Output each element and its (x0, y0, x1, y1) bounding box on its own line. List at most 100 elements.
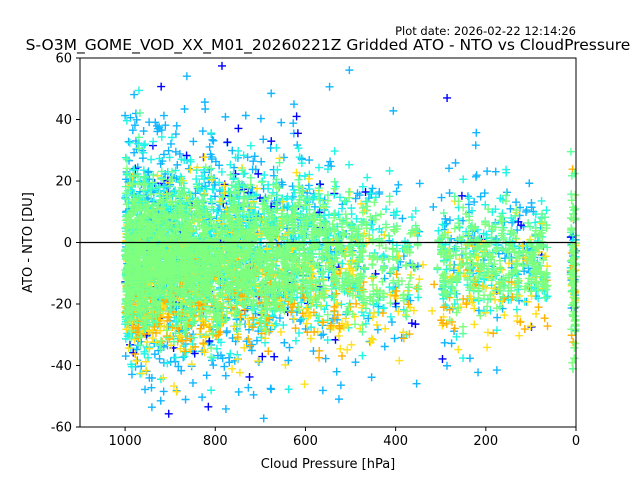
scatter-point (392, 270, 401, 279)
scatter-point (450, 299, 459, 308)
scatter-point (346, 266, 355, 275)
scatter-point (134, 86, 143, 95)
scatter-point (159, 373, 168, 382)
scatter-point (225, 358, 234, 367)
scatter-point (285, 343, 294, 352)
scatter-point (399, 334, 408, 343)
scatter-point (134, 139, 143, 148)
scatter-point (331, 335, 340, 344)
scatter-point (239, 170, 248, 178)
scatter-point (207, 129, 216, 138)
scatter-point (332, 367, 341, 376)
scatter-point (520, 267, 529, 276)
scatter-point (233, 355, 242, 364)
scatter-point (455, 223, 464, 232)
scatter-point (246, 141, 255, 150)
scatter-point (390, 334, 399, 343)
scatter-point (251, 165, 260, 174)
scatter-point (345, 66, 354, 75)
scatter-point (129, 348, 138, 357)
scatter-point (213, 221, 222, 230)
scatter-point (428, 306, 437, 315)
scatter-point (361, 319, 370, 328)
scatter-point (257, 322, 266, 331)
scatter-point (442, 219, 451, 228)
scatter-point (507, 214, 516, 223)
scatter-point (389, 208, 398, 217)
scatter-point (157, 132, 166, 141)
scatter-point (293, 293, 302, 302)
scatter-point (135, 108, 144, 117)
scatter-point (492, 366, 501, 375)
scatter-point (182, 151, 191, 160)
scatter-point (414, 293, 423, 302)
scatter-point (127, 370, 136, 379)
scatter-point (476, 192, 485, 201)
scatter-point (201, 332, 210, 341)
scatter-point (167, 133, 176, 142)
scatter-point (295, 153, 304, 162)
scatter-point (316, 180, 325, 189)
scatter-point (207, 152, 216, 161)
scatter-point (379, 251, 388, 260)
scatter-point (141, 140, 150, 149)
scatter-point (125, 138, 134, 147)
scatter-point (445, 164, 454, 173)
scatter-point (403, 286, 412, 295)
scatter-point (243, 314, 252, 323)
scatter-point (245, 372, 254, 381)
scatter-point (216, 197, 225, 206)
scatter-point (121, 111, 130, 120)
scatter-point (277, 118, 286, 127)
scatter-point (526, 287, 535, 296)
scatter-point (221, 404, 230, 413)
scatter-point (121, 352, 130, 361)
scatter-point (395, 356, 404, 365)
scatter-point (407, 319, 416, 328)
scatter-point (228, 364, 237, 373)
scatter-point (401, 310, 410, 319)
scatter-point (278, 180, 287, 189)
scatter-point (136, 341, 145, 350)
scatter-point (155, 354, 164, 363)
scatter-point (451, 242, 460, 251)
scatter-point (254, 169, 263, 178)
scatter-point (337, 264, 346, 273)
scatter-point (325, 82, 334, 91)
scatter-point (459, 329, 468, 338)
scatter-point (520, 325, 529, 334)
scatter-point (323, 165, 332, 174)
scatter-point (261, 334, 270, 343)
scatter-point (284, 228, 293, 237)
scatter-point (207, 353, 216, 362)
scatter-point (450, 192, 459, 201)
scatter-point (222, 315, 231, 324)
scatter-point (493, 313, 502, 322)
scatter-point (318, 386, 327, 395)
scatter-point (173, 160, 182, 169)
scatter-point (479, 255, 488, 264)
scatter-point (516, 318, 525, 327)
scatter-point (303, 303, 312, 312)
scatter-point (149, 137, 158, 146)
scatter-point (272, 143, 281, 152)
scatter-point (175, 149, 184, 158)
scatter-point (172, 387, 181, 396)
scatter-point (189, 333, 198, 342)
scatter-point (505, 254, 514, 263)
scatter-point (284, 202, 293, 211)
scatter-point (467, 206, 476, 215)
scatter-point (348, 310, 357, 319)
scatter-point (310, 192, 319, 201)
scatter-point (375, 188, 384, 197)
scatter-point (217, 167, 226, 176)
scatter-point (226, 170, 235, 179)
scatter-point (209, 136, 218, 145)
scatter-point (189, 137, 198, 146)
scatter-point (127, 334, 136, 343)
scatter-point (249, 157, 258, 166)
scatter-point (457, 191, 466, 200)
scatter-point (321, 354, 330, 363)
scatter-point (196, 187, 205, 196)
scatter-point (543, 322, 552, 331)
